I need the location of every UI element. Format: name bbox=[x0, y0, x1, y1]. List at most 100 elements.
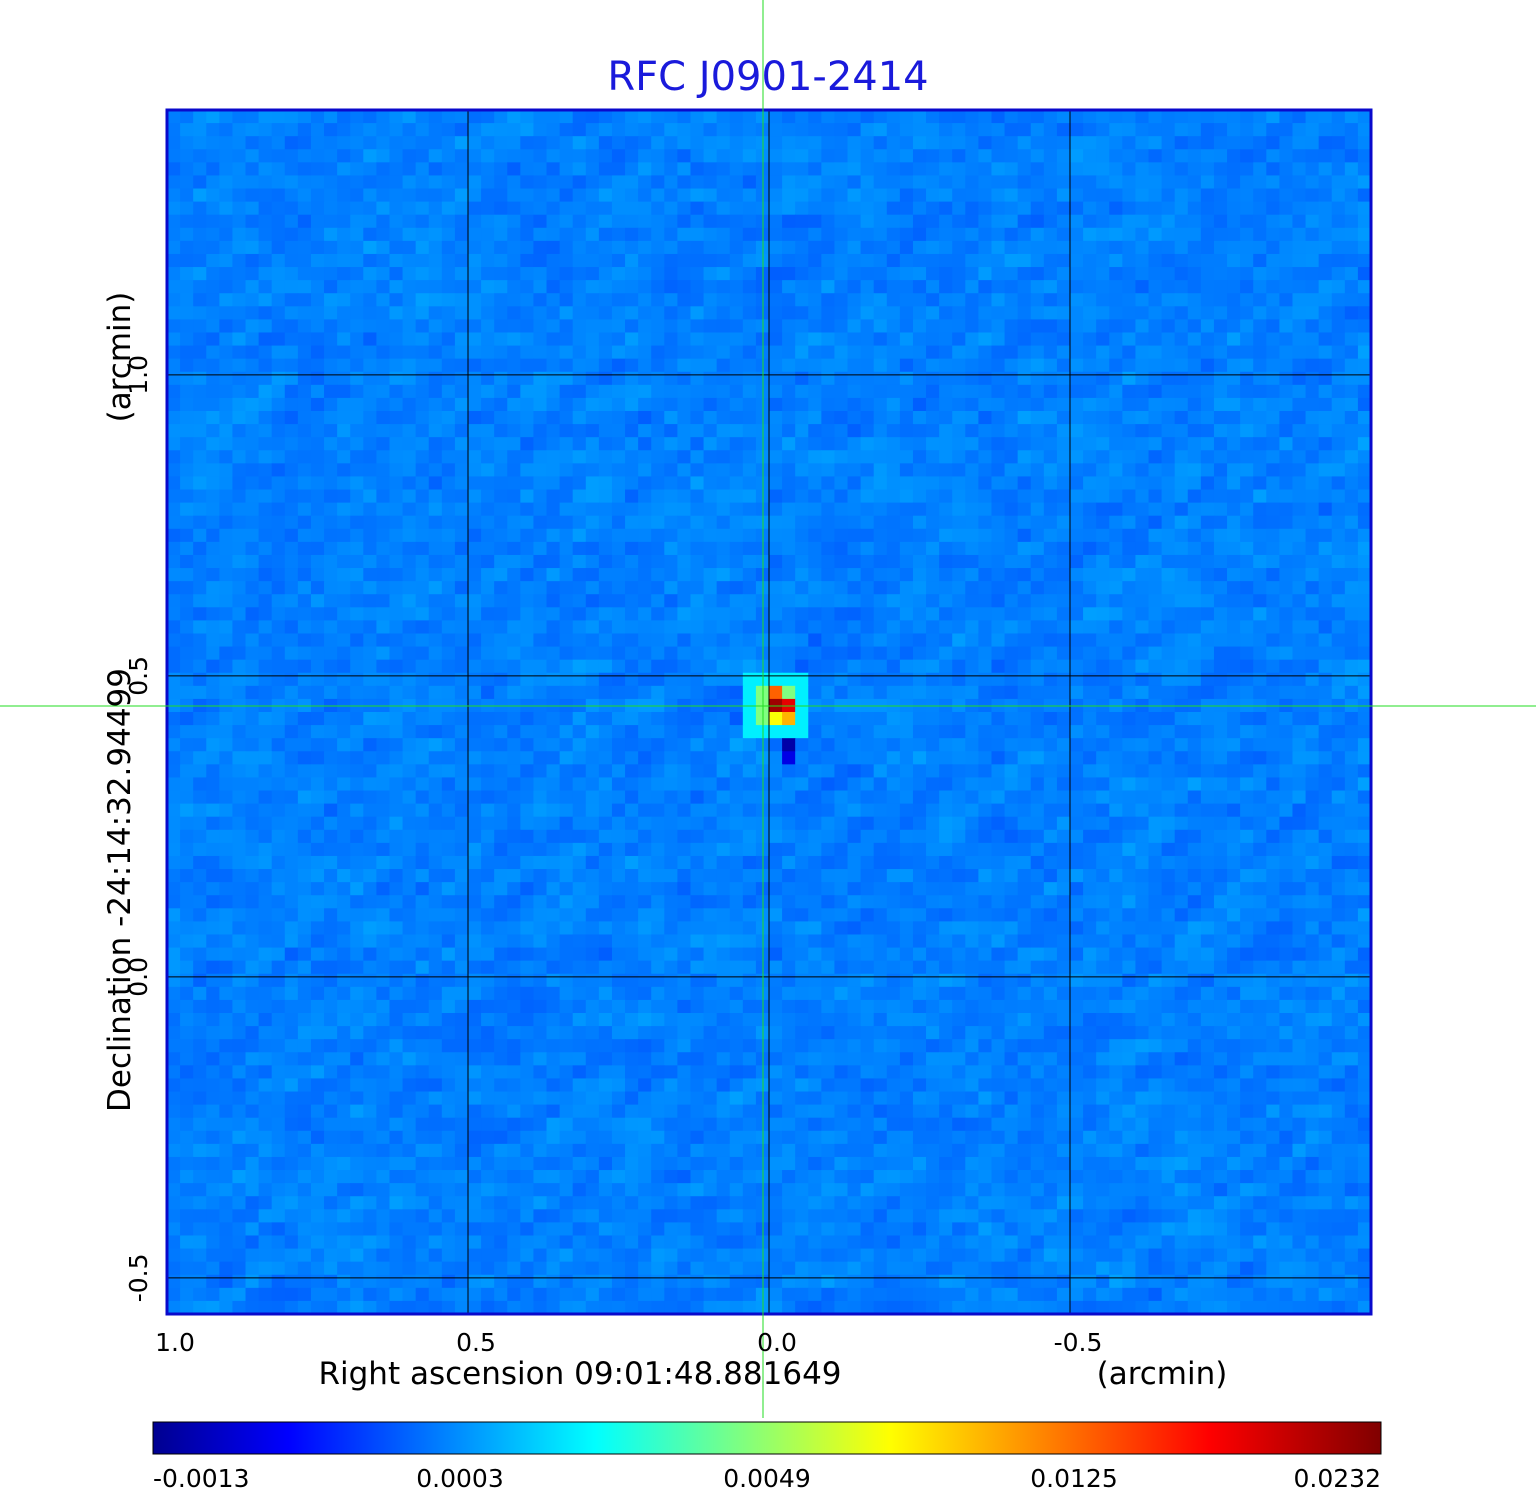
image-pixel bbox=[297, 476, 312, 491]
image-pixel bbox=[873, 790, 888, 805]
image-pixel bbox=[1292, 280, 1307, 294]
image-pixel bbox=[297, 437, 312, 451]
image-pixel bbox=[389, 253, 404, 268]
image-pixel bbox=[677, 149, 692, 163]
image-pixel bbox=[559, 240, 574, 255]
image-pixel bbox=[572, 319, 587, 334]
image-pixel bbox=[651, 332, 665, 347]
image-pixel bbox=[926, 306, 940, 320]
image-pixel bbox=[180, 201, 194, 216]
image-pixel bbox=[284, 253, 299, 268]
image-pixel bbox=[1279, 607, 1294, 621]
image-pixel bbox=[1135, 110, 1150, 124]
image-pixel bbox=[1357, 345, 1372, 360]
image-pixel bbox=[533, 646, 548, 661]
image-pixel bbox=[1292, 227, 1307, 242]
image-pixel bbox=[350, 332, 364, 347]
image-pixel bbox=[611, 725, 626, 739]
image-pixel bbox=[428, 175, 443, 190]
image-pixel bbox=[651, 528, 665, 543]
image-pixel bbox=[926, 201, 940, 216]
image-pixel bbox=[585, 489, 600, 504]
image-pixel bbox=[1070, 764, 1084, 779]
image-pixel bbox=[625, 424, 639, 438]
image-pixel bbox=[991, 214, 1006, 229]
image-pixel bbox=[703, 764, 718, 779]
image-pixel bbox=[1096, 554, 1110, 569]
image-pixel bbox=[481, 554, 495, 569]
image-pixel bbox=[481, 790, 495, 805]
image-pixel bbox=[1030, 764, 1045, 779]
image-pixel bbox=[1004, 280, 1019, 294]
image-pixel bbox=[1253, 803, 1267, 818]
image-pixel bbox=[795, 240, 809, 255]
image-pixel bbox=[952, 397, 966, 412]
image-pixel bbox=[1083, 803, 1097, 818]
image-pixel bbox=[1357, 149, 1372, 163]
image-pixel bbox=[415, 541, 430, 556]
image-pixel bbox=[310, 646, 325, 661]
image-pixel bbox=[520, 450, 535, 464]
image-pixel bbox=[1266, 764, 1280, 779]
image-pixel bbox=[324, 110, 338, 124]
image-pixel bbox=[1043, 463, 1058, 478]
image-pixel bbox=[297, 502, 312, 517]
image-pixel bbox=[834, 371, 849, 386]
image-pixel bbox=[991, 293, 1006, 307]
image-pixel bbox=[520, 803, 535, 818]
image-pixel bbox=[690, 371, 705, 386]
image-pixel bbox=[167, 201, 181, 216]
image-pixel bbox=[219, 384, 234, 399]
image-pixel bbox=[1043, 267, 1058, 281]
image-pixel bbox=[834, 149, 849, 163]
image-pixel bbox=[1122, 725, 1137, 739]
image-pixel bbox=[611, 489, 626, 504]
image-pixel bbox=[926, 515, 940, 530]
image-pixel bbox=[1030, 463, 1045, 478]
image-pixel bbox=[363, 541, 377, 556]
image-pixel bbox=[821, 371, 836, 386]
image-pixel bbox=[847, 581, 862, 595]
image-pixel bbox=[1213, 450, 1228, 464]
image-pixel bbox=[729, 293, 744, 307]
image-pixel bbox=[1357, 528, 1372, 543]
image-pixel bbox=[769, 319, 783, 334]
image-pixel bbox=[1122, 358, 1137, 373]
image-pixel bbox=[389, 280, 404, 294]
image-pixel bbox=[1017, 528, 1032, 543]
image-pixel bbox=[808, 267, 822, 281]
image-pixel bbox=[271, 319, 286, 334]
image-pixel bbox=[769, 188, 783, 203]
image-pixel bbox=[716, 358, 731, 373]
image-pixel bbox=[1070, 751, 1084, 765]
image-pixel bbox=[1331, 280, 1346, 294]
image-pixel bbox=[716, 175, 731, 190]
image-pixel bbox=[546, 620, 561, 635]
image-pixel bbox=[219, 816, 234, 831]
image-pixel bbox=[167, 672, 181, 687]
image-pixel bbox=[677, 764, 692, 779]
image-pixel bbox=[1070, 476, 1084, 491]
image-pixel bbox=[742, 646, 757, 661]
image-pixel bbox=[585, 594, 600, 608]
image-pixel bbox=[193, 633, 207, 648]
image-pixel bbox=[1017, 685, 1032, 700]
image-pixel bbox=[572, 280, 587, 294]
image-pixel bbox=[952, 463, 966, 478]
image-pixel bbox=[1200, 528, 1215, 543]
image-pixel bbox=[232, 777, 247, 792]
image-pixel bbox=[625, 306, 639, 320]
image-pixel bbox=[585, 188, 600, 203]
image-pixel bbox=[638, 188, 652, 203]
image-pixel bbox=[376, 306, 391, 320]
image-pixel bbox=[468, 358, 482, 373]
image-pixel bbox=[219, 712, 234, 726]
image-pixel bbox=[494, 502, 508, 517]
image-pixel bbox=[441, 253, 456, 268]
image-pixel bbox=[926, 397, 940, 412]
image-pixel bbox=[1331, 646, 1346, 661]
image-pixel bbox=[991, 463, 1006, 478]
image-pixel bbox=[1344, 738, 1359, 752]
image-pixel bbox=[585, 293, 600, 307]
image-pixel bbox=[520, 188, 535, 203]
